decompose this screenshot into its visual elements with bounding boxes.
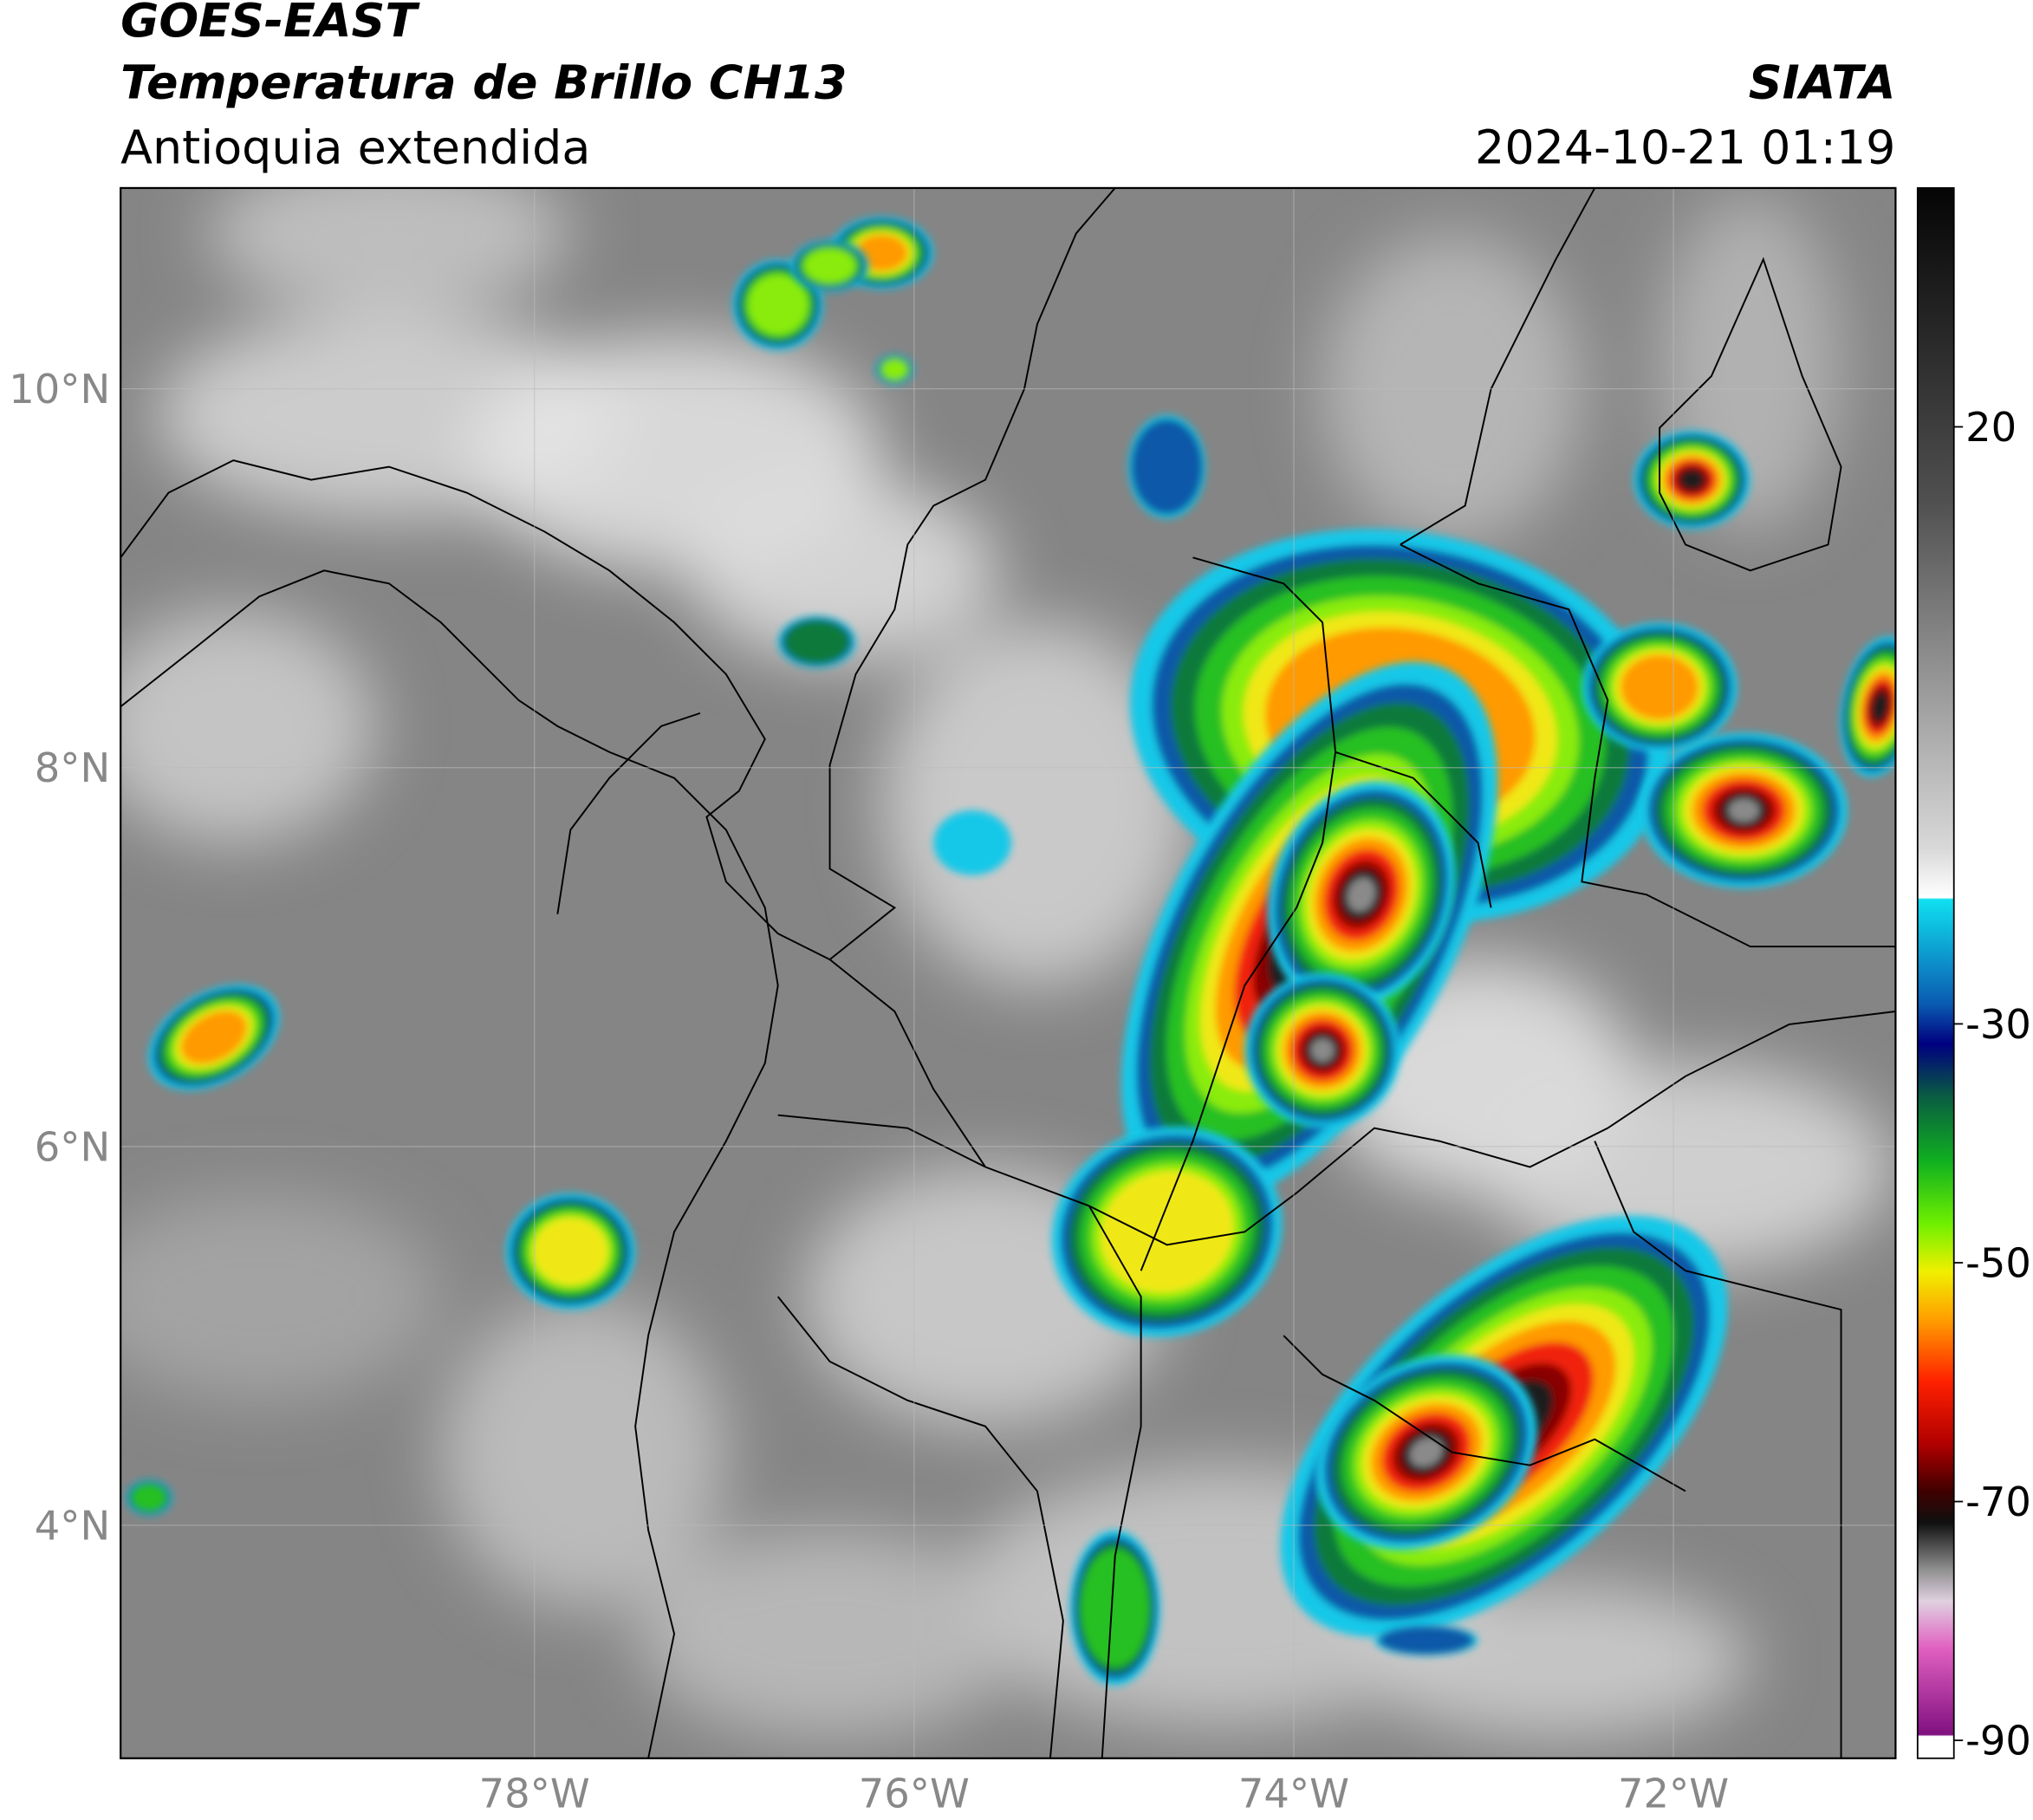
subtitle: Temperatura de Brillo CH13 (120, 55, 847, 110)
storm-ring (532, 1217, 608, 1285)
x-tick-label: 72°W (1618, 1771, 1729, 1817)
colorbar (1916, 187, 1955, 1759)
storm-ring (881, 359, 908, 380)
graticule (120, 187, 1896, 1758)
x-tick-label: 78°W (479, 1771, 590, 1817)
storm-ring (803, 248, 856, 283)
storm-cell (1315, 1354, 1537, 1550)
convective-cells (126, 216, 1896, 1686)
storm-ring (1310, 1038, 1335, 1063)
cloud (1361, 1582, 1750, 1738)
y-tick-label: 8°N (35, 744, 110, 791)
storm-ring (1728, 798, 1760, 822)
colorbar-ticks: 20 -30 -50 -70 -90 (1953, 404, 2031, 1765)
colorbar-tick-label: -70 (1965, 1479, 2031, 1525)
region: Antioquia extendida (120, 120, 590, 175)
storm-cell (1244, 972, 1400, 1128)
storm-cell (933, 810, 1012, 875)
cloud (440, 1297, 726, 1609)
storm-cell (1839, 635, 1896, 777)
storm-cell (1267, 780, 1456, 1009)
map-area (120, 187, 1896, 1758)
datetime: 2024-10-21 01:19 (1475, 120, 1895, 175)
cloud (120, 609, 376, 843)
cloud (207, 187, 571, 312)
colorbar-tick-label: -30 (1965, 1001, 2031, 1048)
y-tick-label: 10°N (9, 366, 110, 413)
storm-ring (1871, 691, 1889, 723)
title: GOES-EAST (120, 0, 420, 48)
y-tick-label: 4°N (35, 1502, 110, 1549)
axis-labels: 78°W 76°W 74°W 72°W 10°N 8°N 6°N 4°N (9, 366, 1729, 1817)
storm-ring (1409, 1437, 1443, 1467)
storm-ring (748, 275, 809, 335)
x-tick-label: 74°W (1238, 1771, 1349, 1817)
source: SIATA (1749, 55, 1896, 110)
storm-cell (790, 239, 869, 292)
storm-cell (1634, 430, 1750, 530)
storm-ring (1621, 654, 1698, 720)
storm-ring (1378, 1626, 1474, 1655)
storm-ring (180, 1011, 247, 1064)
storm-ring (1080, 1549, 1150, 1667)
storm-ring (131, 1484, 167, 1511)
storm-ring (783, 620, 850, 665)
colorbar-tick-label: -50 (1965, 1239, 2031, 1286)
storm-cell (1374, 1624, 1478, 1656)
storm-ring (1347, 877, 1376, 913)
storm-cell (1127, 414, 1206, 519)
storm-cell (1051, 1126, 1283, 1337)
y-tick-label: 6°N (35, 1123, 110, 1170)
cloud (635, 1530, 1024, 1738)
storm-cell (874, 354, 914, 386)
storm-ring (855, 234, 908, 271)
storm-cell (126, 1479, 173, 1517)
storm-ring (1679, 469, 1705, 491)
storm-cell (1069, 1530, 1161, 1686)
storm-cell (505, 1193, 636, 1310)
storm-ring (1100, 1170, 1234, 1293)
storm-cell (1640, 732, 1848, 888)
cloud (1478, 1063, 1893, 1271)
storm-cell (147, 984, 280, 1091)
map-frame (120, 186, 1897, 1759)
colorbar-tick-label: -90 (1965, 1718, 2031, 1765)
storm-cell (732, 259, 824, 350)
borders (120, 187, 1896, 1758)
cloud (120, 1193, 441, 1401)
colorbar-tick-label: 20 (1965, 404, 2017, 451)
storm-ring (933, 810, 1012, 875)
storm-ring (1131, 419, 1203, 515)
storm-cell (777, 615, 856, 668)
cloud (881, 622, 1193, 986)
storm-cell (1582, 622, 1737, 752)
x-tick-label: 76°W (859, 1771, 970, 1817)
